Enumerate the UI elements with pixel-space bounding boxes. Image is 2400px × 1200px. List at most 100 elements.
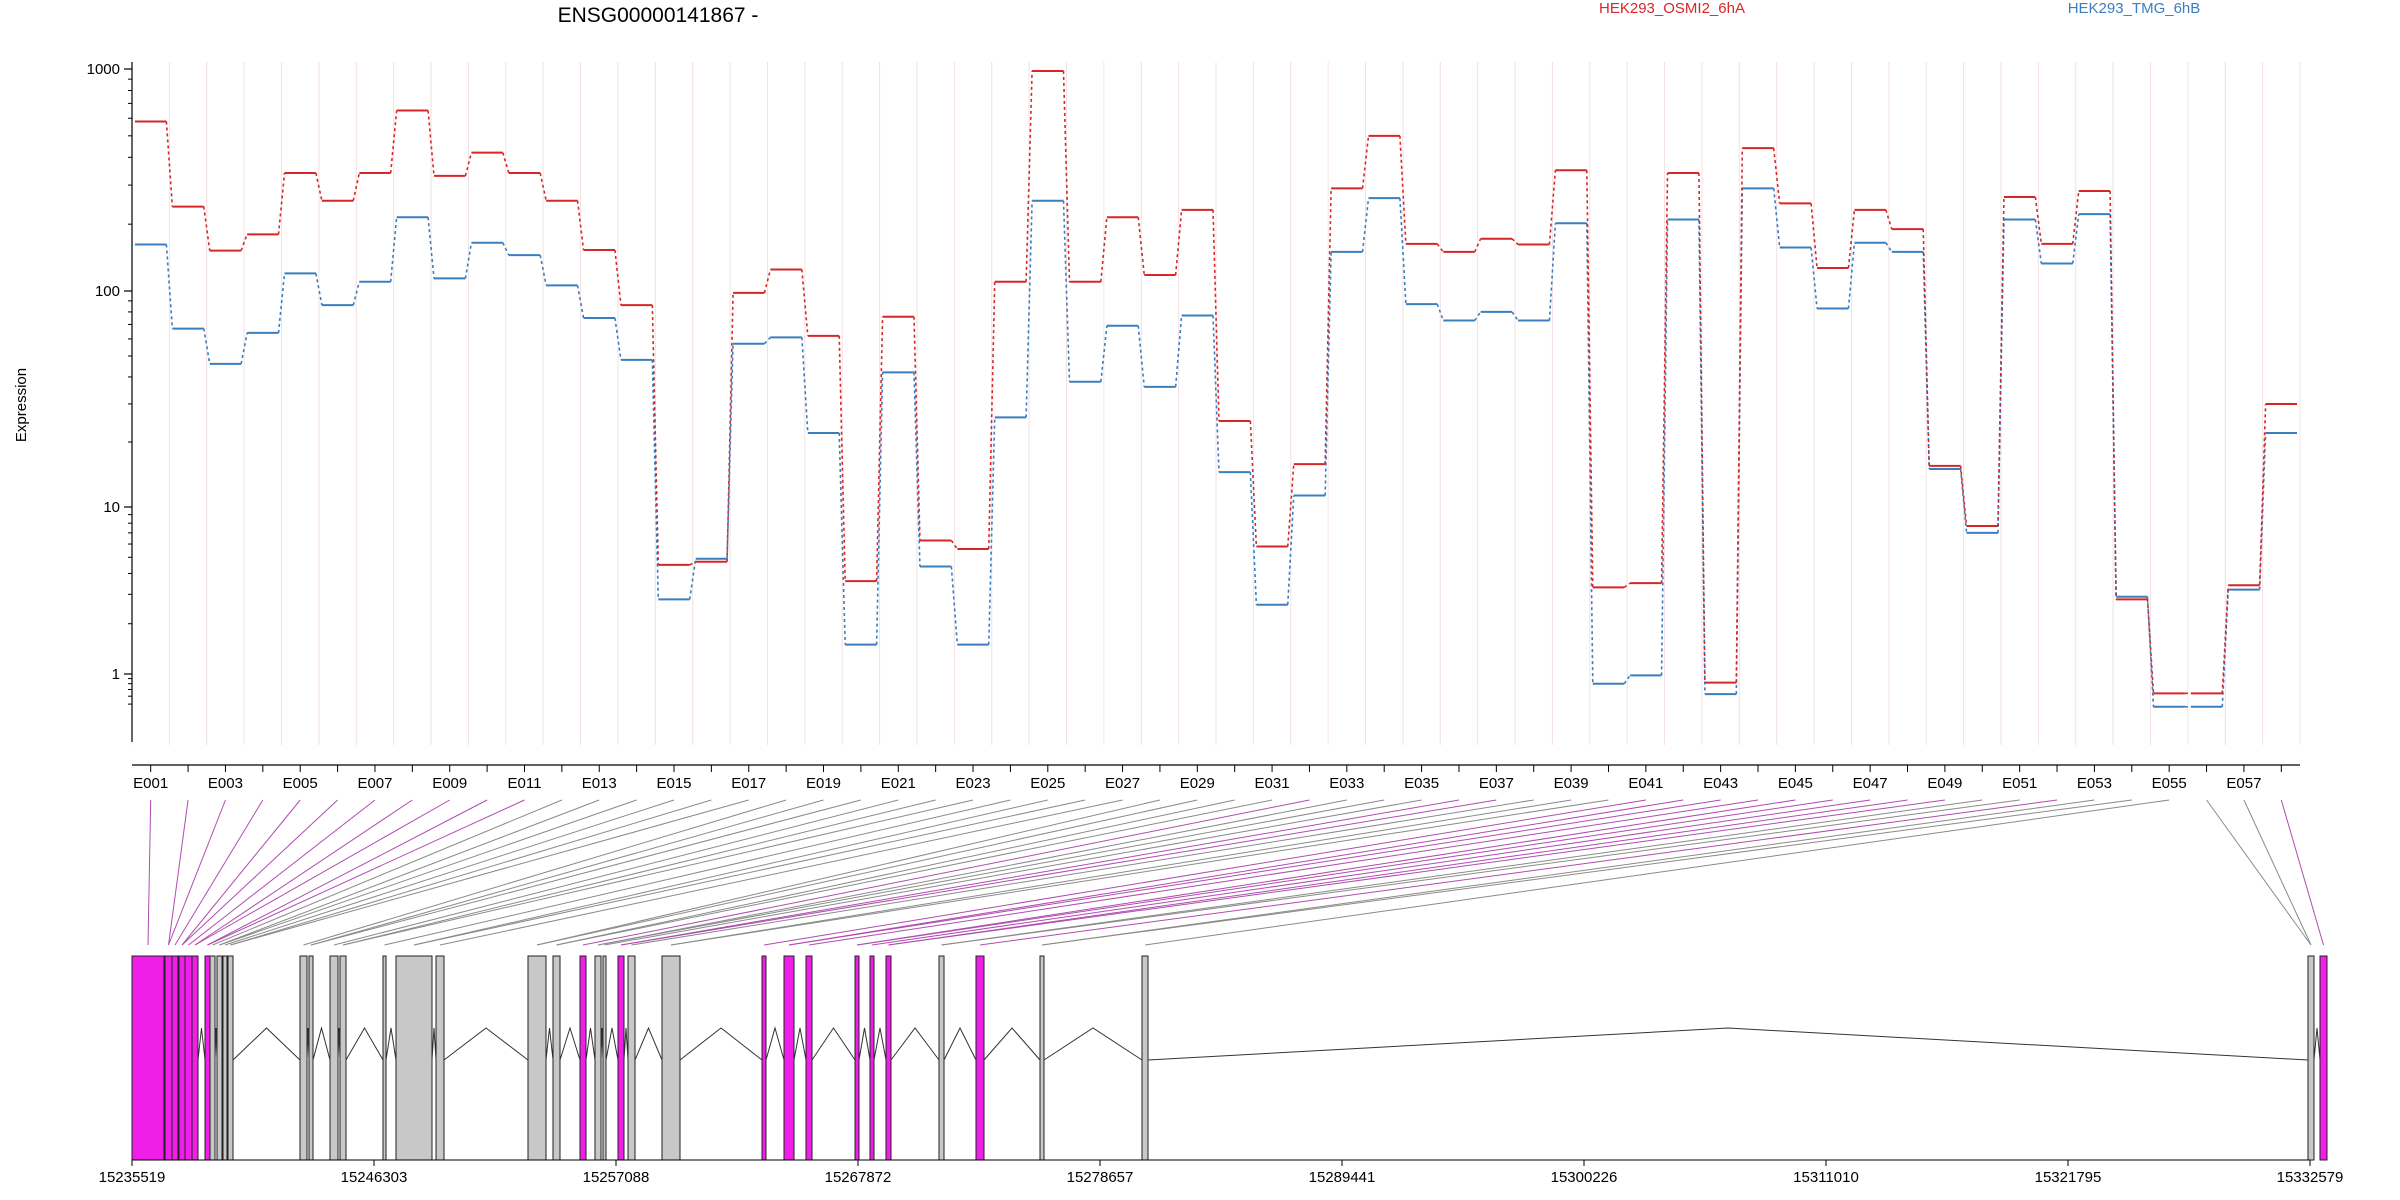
exon-block (209, 955, 216, 1161)
x-tick-label: E029 (1180, 775, 1215, 792)
x-tick-label: E027 (1105, 775, 1140, 792)
chart-title: ENSG00000141867 - (558, 4, 759, 27)
intron-line (2313, 1027, 2321, 1061)
series-connector (1847, 242, 1856, 309)
intron-line (545, 1027, 554, 1061)
series-connector (1249, 421, 1258, 547)
series-connector (1660, 219, 1669, 676)
exon-connector (219, 799, 600, 946)
series-connector (1698, 173, 1706, 683)
intron-line (585, 1027, 596, 1061)
exon-connector (763, 799, 1646, 946)
x-tick-label: E023 (956, 775, 991, 792)
x-tick-label: E007 (357, 775, 392, 792)
series-connector (1959, 465, 1968, 527)
exon-connector (536, 799, 1198, 946)
intron-line (214, 1027, 218, 1061)
exon-connector (582, 799, 1310, 946)
series-connector (1922, 251, 1930, 469)
y-tick-label: 1000 (87, 61, 120, 78)
exon-block (171, 955, 179, 1161)
series-1 (134, 187, 2298, 708)
exon-connector (230, 799, 712, 946)
series-connector (2258, 403, 2267, 586)
exon-block (329, 955, 339, 1161)
series-0 (134, 69, 2298, 695)
series-connector (2146, 596, 2155, 707)
exon-connector (871, 799, 1871, 946)
series-connector (987, 281, 996, 550)
series-connector (1361, 135, 1370, 189)
exon-connector (1144, 799, 2170, 946)
exon-block (594, 955, 602, 1161)
exon-block (761, 955, 767, 1161)
series-connector (1137, 325, 1146, 387)
exon-connector (620, 799, 1460, 946)
exon-connector (413, 799, 1048, 946)
series-connector (1623, 582, 1631, 589)
series-connector (875, 316, 884, 582)
intron-line (943, 1026, 977, 1061)
exon-block (216, 955, 223, 1161)
exon-block (617, 955, 625, 1161)
series-connector (1399, 135, 1407, 244)
intron-line (345, 1027, 384, 1061)
series-connector (1997, 197, 2005, 526)
x-tick-label: E021 (881, 775, 916, 792)
series-connector (1286, 464, 1295, 547)
series-connector (1324, 188, 1332, 465)
series-connector (1474, 311, 1482, 321)
series-connector (1473, 238, 1482, 253)
series-connector (651, 359, 660, 600)
exon-block (527, 955, 547, 1161)
exon-connector (224, 799, 675, 946)
exon-connector (194, 799, 450, 946)
series-connector (464, 152, 473, 177)
exon-block (579, 955, 587, 1161)
intron-line (337, 1027, 341, 1061)
x-tick-label: E057 (2226, 775, 2261, 792)
exon-block (395, 955, 433, 1161)
x-tick-label: E009 (432, 775, 467, 792)
series-connector (389, 110, 398, 174)
series-connector (1436, 243, 1444, 253)
series-connector (1286, 495, 1295, 605)
series-connector (427, 110, 435, 176)
series-connector (1997, 219, 2005, 533)
intron-line (873, 1027, 887, 1061)
exon-block (805, 955, 813, 1161)
series-connector (1623, 674, 1631, 685)
series-connector (950, 540, 958, 550)
series-connector (1436, 303, 1445, 321)
series-connector (427, 217, 435, 279)
series-connector (277, 172, 286, 235)
series-connector (1548, 223, 1557, 321)
series-connector (1137, 217, 1146, 276)
exon-connector (631, 799, 1534, 946)
intron-line (559, 1026, 581, 1061)
series-connector (2221, 585, 2230, 694)
series-connector (2071, 214, 2080, 264)
exon-block (1141, 955, 1149, 1161)
series-connector (1735, 148, 1744, 683)
series-connector (240, 332, 248, 364)
series-connector (2034, 219, 2043, 264)
exon-block (602, 955, 607, 1161)
series-connector (1062, 200, 1071, 382)
series-connector (165, 244, 174, 329)
series-connector (801, 337, 809, 434)
exon-block (854, 955, 860, 1161)
exon-connector (556, 799, 1235, 946)
x-tick-label: E049 (1927, 775, 1962, 792)
exon-connector (808, 799, 1759, 946)
exon-block (2307, 955, 2315, 1161)
series-connector (539, 172, 547, 201)
series-connector (838, 335, 846, 582)
series-connector (389, 217, 398, 282)
series-connector (1885, 242, 1893, 253)
intron-line (443, 1027, 529, 1061)
series-connector (763, 336, 772, 345)
series-connector (2071, 190, 2080, 244)
exon-block (2319, 955, 2328, 1161)
exon-connector (604, 799, 1422, 946)
